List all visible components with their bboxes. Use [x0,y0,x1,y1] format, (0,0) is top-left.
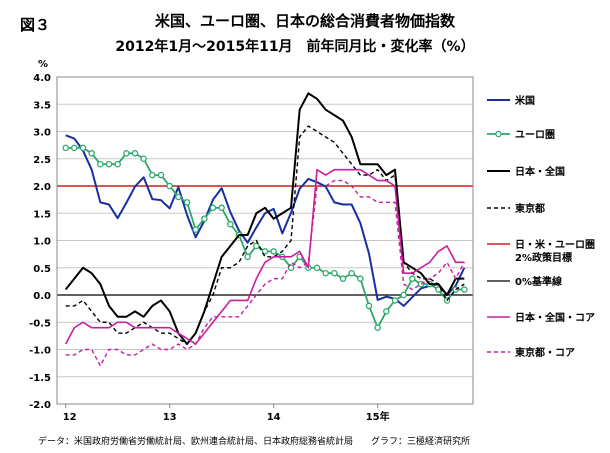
y-tick-label: 0.5 [33,264,51,275]
data-point [218,204,225,212]
y-tick-label: 1.0 [33,237,51,248]
series-line [65,179,465,367]
x-tick-label: 15年 [366,410,390,423]
legend-label: ユーロ圏 [515,129,555,141]
series-line [65,125,465,345]
legend-label: 東京都 [515,202,545,215]
data-point [166,182,173,190]
x-tick-label: 12 [63,412,77,423]
data-point [391,297,399,304]
data-point [201,215,208,222]
data-point [183,199,191,206]
series-line [64,168,465,345]
data-point [253,242,260,250]
data-point [365,302,373,310]
data-point [149,171,156,179]
data-point [400,291,407,299]
data-point [209,204,217,212]
data-point [461,286,468,293]
series-lines [62,92,468,367]
data-point [227,220,234,228]
y-axis-ticks: 4.0 3.5 3.0 2.5 2.0 1.5 1.0 0.5 0.0 -0.5 -1.0 -1.5 -… [29,73,51,411]
legend-marker [495,130,502,138]
gridlines [57,76,473,405]
data-point [88,150,95,157]
data-point [157,171,165,179]
data-point [105,160,113,168]
data-point [339,275,347,282]
x-tick-label: 14 [267,412,281,423]
y-tick-label: -0.5 [29,318,51,329]
x-tick-label: 13 [163,412,177,423]
data-point [62,144,69,152]
y-tick-label: -1.0 [29,346,51,357]
data-point [348,269,355,277]
data-point [114,160,121,168]
y-tick-label: 3.0 [33,128,51,139]
legend-label: 米国 [515,94,535,107]
legend-label: 東京都・コア [515,346,575,359]
y-axis-label: % [38,59,48,70]
figure-label: 図３ [20,16,51,34]
data-point [97,160,104,168]
y-tick-label: 4.0 [33,73,51,84]
legend-label: 日・米・ユーロ圏 [515,238,595,251]
y-tick-label: -2.0 [29,400,51,411]
series-line [65,146,465,329]
legend-label: 日本・全国 [515,165,565,178]
data-point [123,150,130,157]
data-point [261,248,269,255]
y-tick-label: 2.0 [33,182,51,193]
plot-area [56,76,474,405]
data-point [192,226,199,233]
y-tick-label: 2.5 [33,155,51,166]
legend-label: 日本・全国・コア [515,311,595,324]
y-tick-label: 0.0 [33,291,51,302]
legend-label: 0%基準線 [515,275,562,288]
data-point [383,308,390,315]
chart-subtitle: 2012年1月～2015年11月 前年同月比・変化率（%） [115,39,475,55]
y-tick-label: -1.5 [29,373,51,384]
data-point [322,269,329,277]
data-point [313,264,321,271]
data-point [175,193,182,201]
legend-label: 2%政策目標 [515,251,572,264]
data-point [270,248,277,255]
data-point [287,264,295,271]
data-point [140,155,147,162]
series-line [65,134,466,307]
data-point [131,150,139,157]
data-point [409,275,416,282]
x-axis-ticks: 12 13 14 15年 [63,404,390,423]
data-point [244,253,251,261]
data-point [357,275,364,282]
data-point [79,144,87,152]
source-note: データ：米国政府労働省労働統計局、欧州連合統計局、日本政府総務省統計局 グラフ：… [38,437,471,447]
y-tick-label: 1.5 [33,209,51,220]
y-tick-label: 3.5 [33,100,51,111]
chart-title: 米国、ユーロ圏、日本の総合消費者物価指数 [154,12,455,30]
data-point [331,269,338,277]
data-point [374,324,381,331]
data-point [71,144,78,152]
